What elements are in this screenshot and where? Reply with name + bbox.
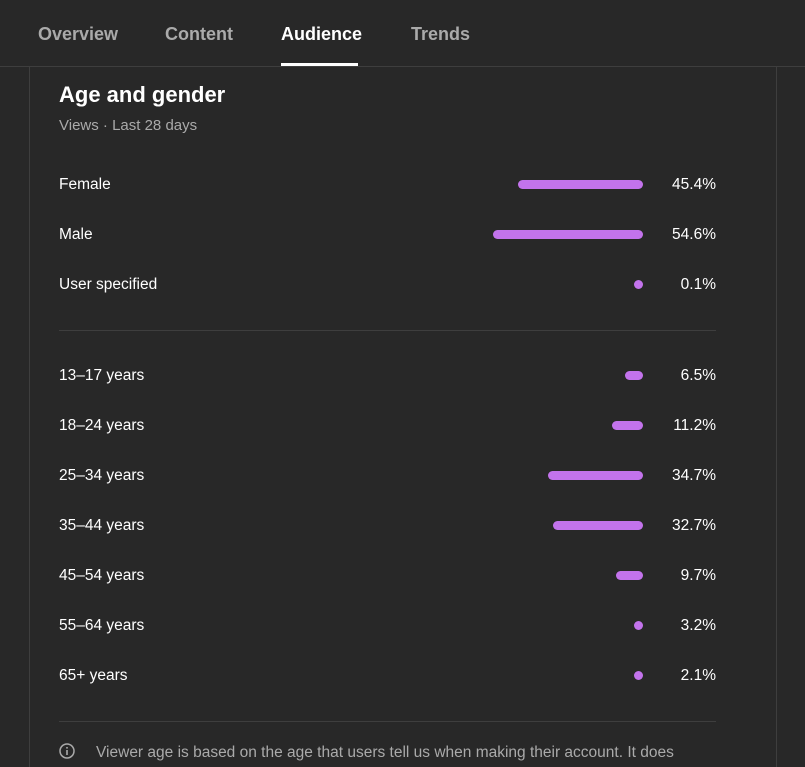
chart-row: 45–54 years 9.7% xyxy=(59,564,716,588)
footer-divider xyxy=(59,721,716,722)
row-label: Male xyxy=(59,226,93,243)
bar xyxy=(616,571,643,580)
tab-content[interactable]: Content xyxy=(165,24,233,44)
tab-trends[interactable]: Trends xyxy=(411,24,471,44)
info-icon[interactable] xyxy=(59,743,75,759)
row-value: 9.7% xyxy=(680,567,716,584)
bar xyxy=(634,621,643,630)
chart-row: 25–34 years 34.7% xyxy=(59,464,716,488)
bar-track xyxy=(413,571,643,580)
row-value: 11.2% xyxy=(673,417,716,434)
row-label: 25–34 years xyxy=(59,467,145,484)
tab-bar: Overview Content Audience Trends xyxy=(0,0,805,67)
row-value: 54.6% xyxy=(672,226,716,243)
row-label: 13–17 years xyxy=(59,367,145,384)
row-value: 3.2% xyxy=(680,617,716,634)
chart-row: Male 54.6% xyxy=(59,223,716,247)
chart-row: 35–44 years 32.7% xyxy=(59,514,716,538)
row-label: 55–64 years xyxy=(59,617,145,634)
footer-note-text: Viewer age is based on the age that user… xyxy=(96,744,674,761)
bar xyxy=(634,671,643,680)
section-divider xyxy=(59,330,716,331)
bar-track xyxy=(413,521,643,530)
bar-track xyxy=(413,471,643,480)
bar-track xyxy=(413,621,643,630)
chart-row: 18–24 years 11.2% xyxy=(59,414,716,438)
bar xyxy=(493,230,643,239)
age-gender-card xyxy=(29,67,777,767)
bar xyxy=(625,371,643,380)
bar xyxy=(634,280,643,289)
chart-row: 13–17 years 6.5% xyxy=(59,364,716,388)
row-label: 18–24 years xyxy=(59,417,145,434)
active-tab-indicator xyxy=(281,63,358,66)
row-label: Female xyxy=(59,176,111,193)
bar-track xyxy=(413,280,643,289)
footer-note: Viewer age is based on the age that user… xyxy=(59,742,716,762)
bar xyxy=(612,421,643,430)
chart-row: 65+ years 2.1% xyxy=(59,664,716,688)
chart-row: User specified 0.1% xyxy=(59,273,716,297)
row-label: User specified xyxy=(59,276,158,293)
tab-audience[interactable]: Audience xyxy=(281,24,363,44)
row-value: 45.4% xyxy=(672,176,716,193)
row-label: 65+ years xyxy=(59,667,128,684)
bar-track xyxy=(413,421,643,430)
bar xyxy=(518,180,643,189)
card-title: Age and gender xyxy=(59,82,226,107)
bar-track xyxy=(413,230,643,239)
row-value: 6.5% xyxy=(680,367,716,384)
chart-row: 55–64 years 3.2% xyxy=(59,614,716,638)
row-value: 32.7% xyxy=(672,517,716,534)
bar xyxy=(547,471,643,480)
chart-row: Female 45.4% xyxy=(59,173,716,197)
bar-track xyxy=(413,180,643,189)
row-value: 2.1% xyxy=(680,667,716,684)
bar-track xyxy=(413,371,643,380)
row-value: 0.1% xyxy=(680,276,716,293)
bar-track xyxy=(413,671,643,680)
row-value: 34.7% xyxy=(672,467,716,484)
card-subtitle: Views · Last 28 days xyxy=(59,117,198,134)
tab-overview[interactable]: Overview xyxy=(38,24,119,44)
row-label: 45–54 years xyxy=(59,567,145,584)
row-label: 35–44 years xyxy=(59,517,145,534)
bar xyxy=(553,521,643,530)
